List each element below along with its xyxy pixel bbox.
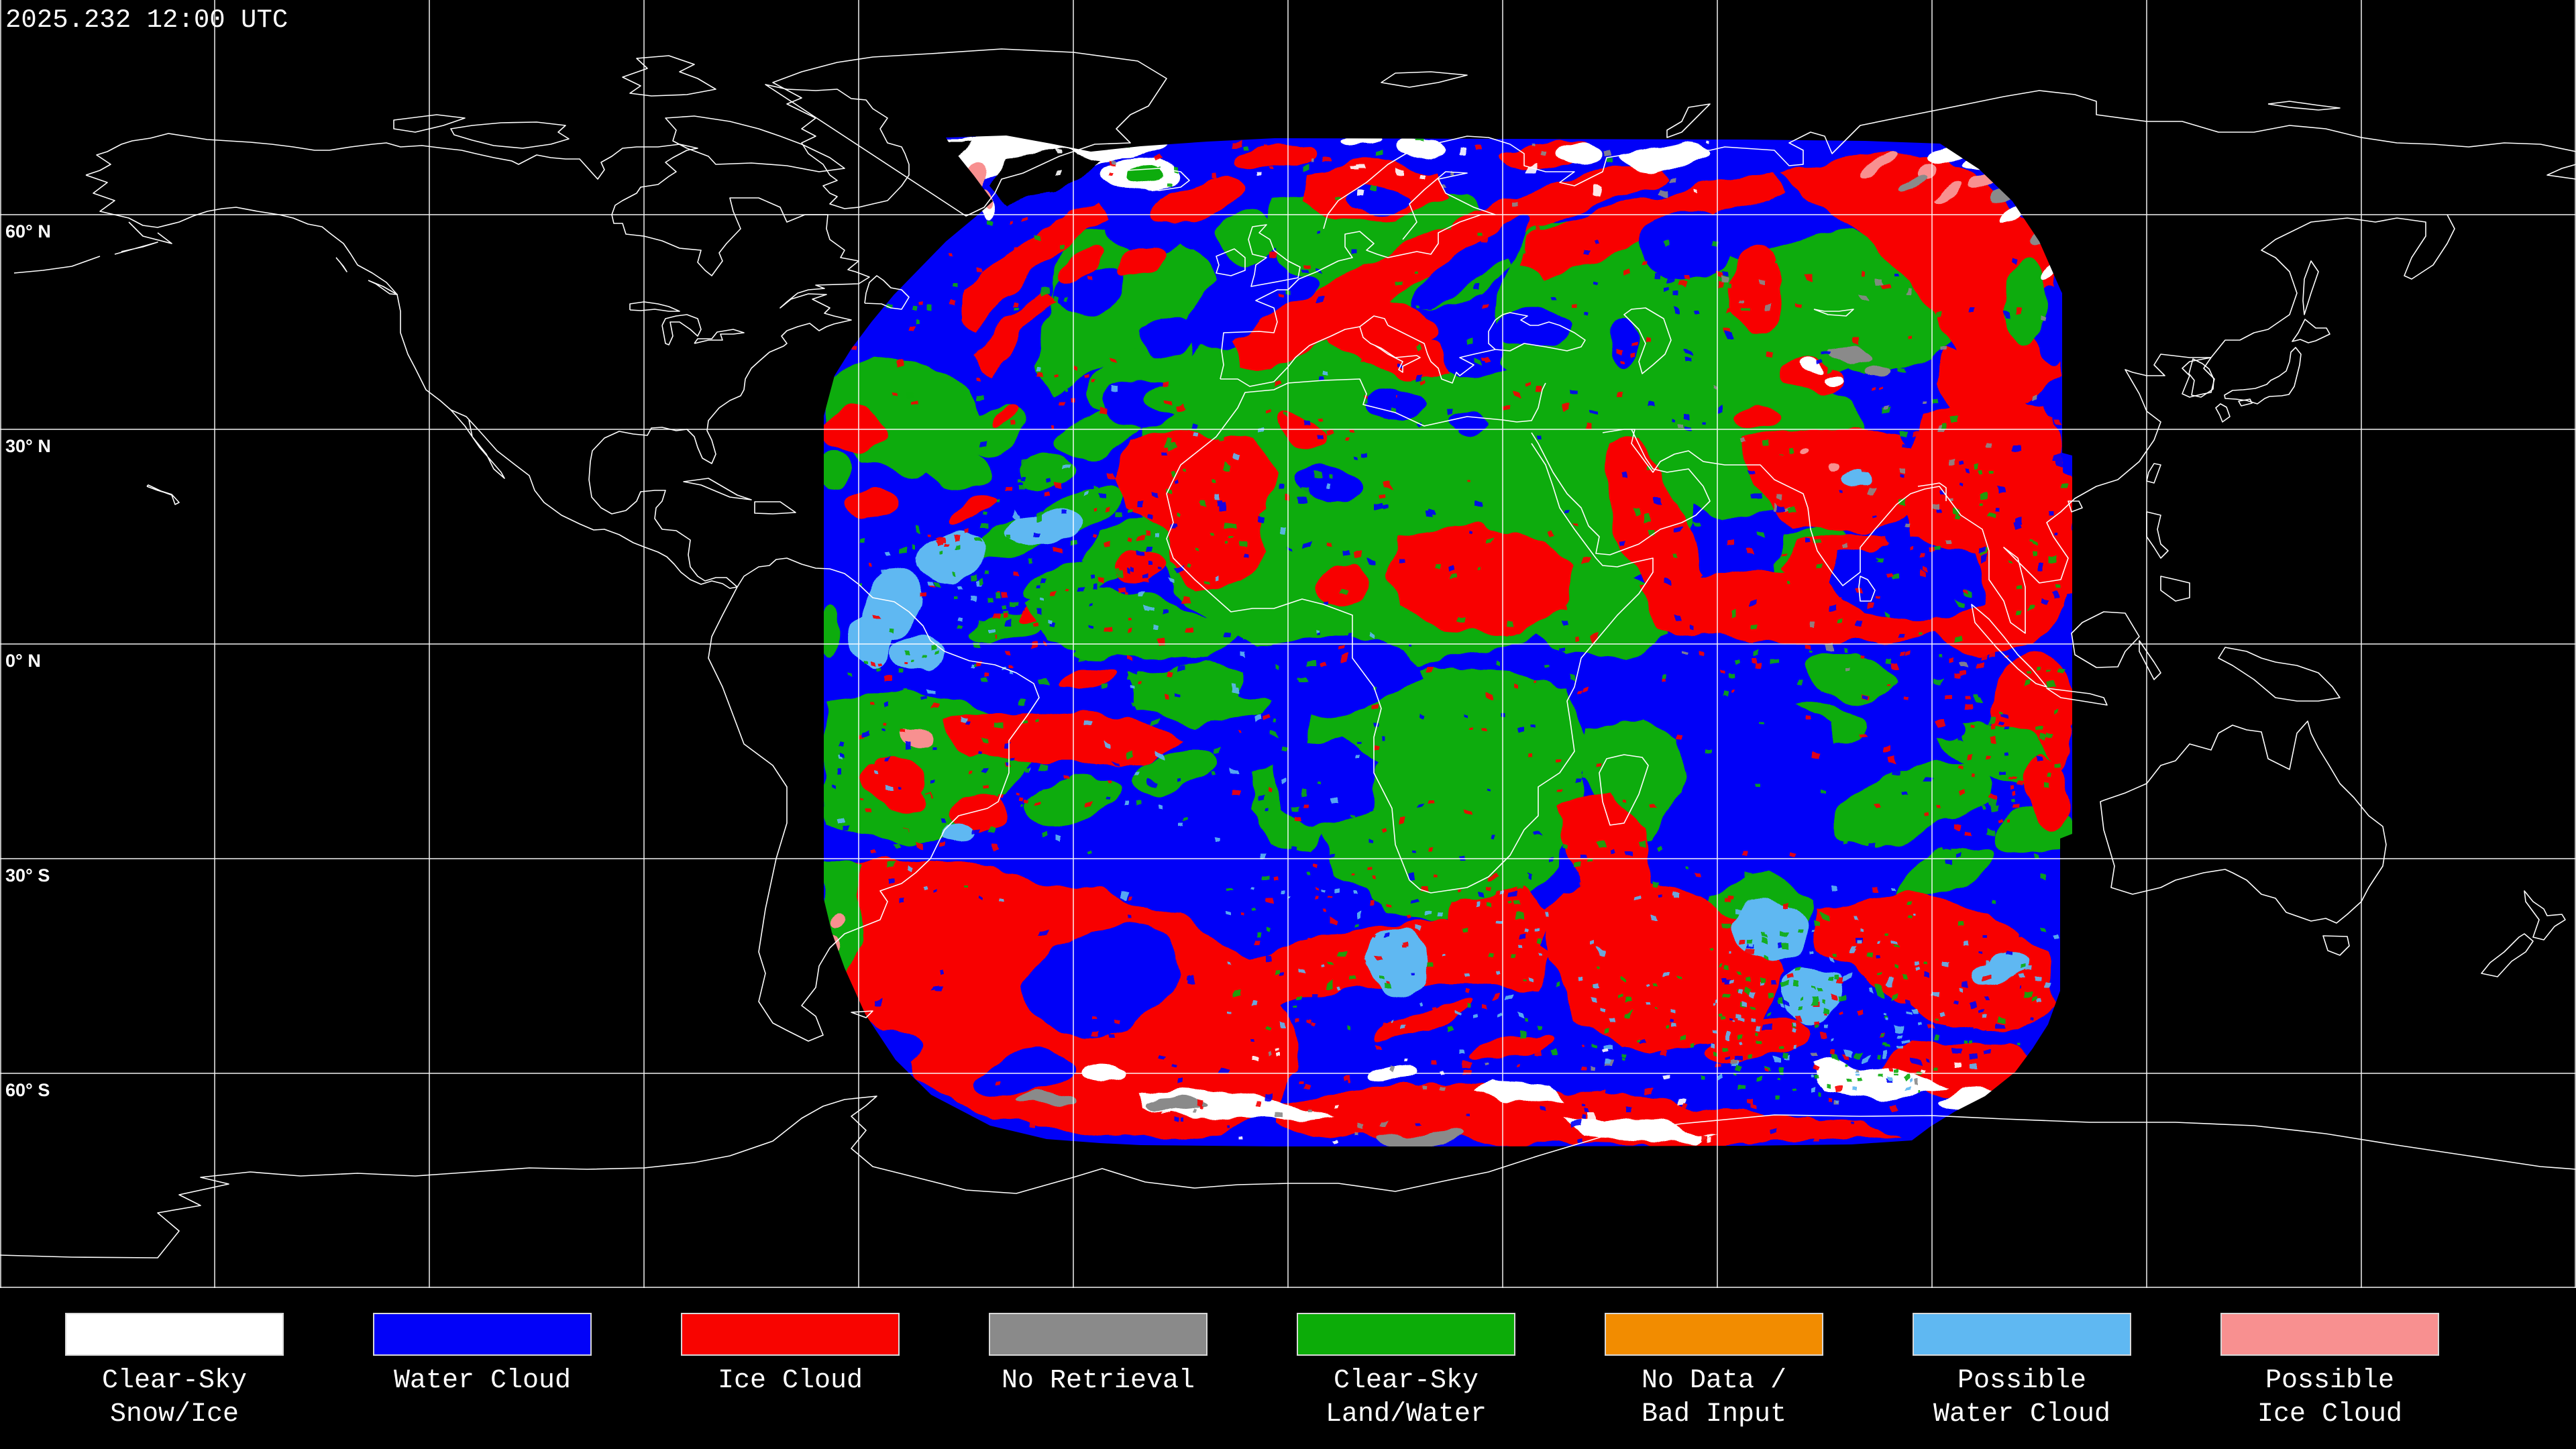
svg-text:Water Cloud: Water Cloud [1933,1399,2110,1430]
svg-text:Possible: Possible [2265,1366,2394,1396]
svg-text:Possible: Possible [1957,1366,2086,1396]
svg-text:No Retrieval: No Retrieval [1002,1366,1195,1396]
svg-text:Clear-Sky: Clear-Sky [1334,1366,1479,1396]
svg-text:30° N: 30° N [5,436,51,456]
svg-text:Ice Cloud: Ice Cloud [2257,1399,2402,1430]
svg-text:Clear-Sky: Clear-Sky [102,1366,247,1396]
svg-text:60° N: 60° N [5,221,51,241]
svg-text:Bad Input: Bad Input [1642,1399,1786,1430]
svg-text:2025.232 12:00 UTC: 2025.232 12:00 UTC [5,5,288,35]
svg-text:Land/Water: Land/Water [1326,1399,1487,1430]
svg-text:60° S: 60° S [5,1080,50,1100]
svg-text:Ice Cloud: Ice Cloud [718,1366,863,1396]
svg-text:Water Cloud: Water Cloud [394,1366,571,1396]
svg-text:0° N: 0° N [5,651,41,671]
svg-text:Snow/Ice: Snow/Ice [110,1399,239,1430]
svg-text:30° S: 30° S [5,865,50,885]
svg-text:No Data /: No Data / [1642,1366,1786,1396]
